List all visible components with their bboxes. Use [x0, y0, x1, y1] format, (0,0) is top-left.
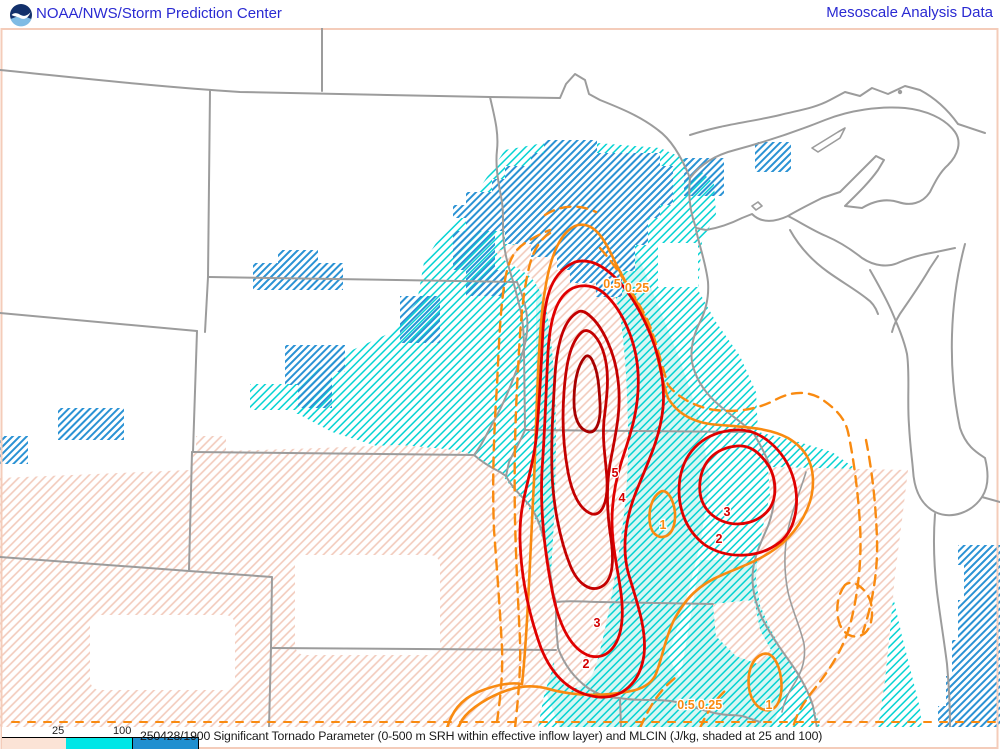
wy-co-border: [0, 556, 190, 572]
lake-michigan-west-shore: [869, 243, 989, 517]
stp-contour-2-west: [518, 259, 665, 699]
stp-dashed-oval: [836, 581, 874, 638]
isle-royale: [811, 127, 846, 153]
door-peninsula: [891, 255, 939, 333]
legend-axis-line: [2, 737, 199, 738]
contour-label-05-south: 0.5: [677, 698, 694, 712]
michigan-indiana-shore: [981, 496, 1000, 503]
stp-contour-3-east: [698, 444, 777, 526]
stp-contour-025-east: [861, 438, 879, 634]
ia-mo-border: [555, 600, 714, 605]
mn-wi-border: [690, 229, 753, 433]
wy-ne-border: [188, 451, 193, 571]
contour-label-1-west: 1: [660, 518, 667, 532]
stp-contour-1-oval-south: [747, 652, 783, 712]
apostle-islands: [751, 201, 763, 211]
stp-red-contours: [518, 259, 798, 699]
legend-segment-high: [133, 738, 199, 749]
map-caption: 250428/1900 Significant Tornado Paramete…: [140, 729, 823, 743]
lake-superior: [688, 106, 960, 231]
contour-label-3-west: 3: [594, 616, 601, 630]
state-borders: [0, 17, 1000, 729]
contour-labels: 5 4 3 2 3 2 1 1 0.5 0.25 0.5 0.25: [581, 276, 774, 714]
legend-segment-low: [2, 738, 66, 749]
nd-sd-border: [208, 276, 518, 283]
map-frame: [0, 28, 999, 749]
shading-blue-regions: [0, 140, 1000, 727]
co-ne-border: [188, 570, 273, 649]
stp-contour-1-oval-west: [648, 489, 677, 539]
stp-contour-6-west: [572, 354, 602, 434]
stp-contour-3-west: [540, 284, 640, 659]
big-sioux-missouri-river: [505, 429, 761, 723]
stp-contour-2-east: [677, 428, 798, 557]
contour-label-05-north: 0.5: [603, 277, 620, 291]
noaa-logo-icon: [10, 4, 32, 27]
wy-sd-border: [192, 330, 198, 453]
contour-label-1-south: 1: [766, 698, 773, 712]
contour-label-2-east: 2: [716, 532, 723, 546]
stp-contour-4-west: [550, 309, 621, 590]
border-island-dot: [897, 89, 903, 95]
legend-tick-25: 25: [52, 725, 65, 737]
contour-label-3-east: 3: [724, 505, 731, 519]
legend-footer: 25 100 250428/1900 Significant Tornado P…: [0, 725, 1000, 750]
co-ks-border: [268, 647, 272, 729]
contour-label-025-north: 0.25: [625, 281, 649, 295]
ks-mo-border: [619, 697, 622, 729]
legend-segment-mid: [66, 738, 133, 749]
ne-ks-border: [270, 647, 557, 651]
mt-wy-border: [0, 312, 198, 332]
stp-dashes-south-b: [698, 688, 728, 730]
il-in-border: [932, 513, 951, 729]
stp-dashes-north: [543, 205, 598, 217]
missouri-river-sd: [473, 281, 529, 456]
contour-label-2-west: 2: [583, 657, 590, 671]
contour-label-025-south: 0.25: [698, 698, 722, 712]
canada-border-east: [689, 85, 986, 136]
illinois-river: [781, 471, 807, 713]
stp-contour-05-east-flank: [598, 246, 862, 730]
stp-contour-5-west: [561, 329, 609, 516]
site-title: NOAA/NWS/Storm Prediction Center: [36, 5, 282, 22]
wi-mi-border: [789, 229, 879, 315]
footer-background: [2, 727, 996, 747]
contour-label-5: 5: [612, 466, 619, 480]
stp-dashed-contours: [11, 205, 997, 730]
sd-ne-border: [191, 451, 507, 477]
stp-orange-contours: [11, 205, 997, 730]
stp-contour-1-main: [445, 223, 815, 730]
stp-contour-025-west: [492, 228, 552, 724]
mt-sd-border: [204, 276, 209, 333]
legend-tick-100: 100: [113, 725, 132, 737]
header-bar: NOAA/NWS/Storm Prediction Center Mesosca…: [0, 0, 1000, 28]
page-title: Mesoscale Analysis Data: [826, 4, 993, 21]
canada-border: [0, 69, 691, 179]
mt-nd-border: [207, 90, 211, 278]
stp-contour-05-west: [513, 230, 554, 730]
upper-peninsula-coast: [787, 215, 956, 267]
contour-label-4: 4: [619, 491, 626, 505]
